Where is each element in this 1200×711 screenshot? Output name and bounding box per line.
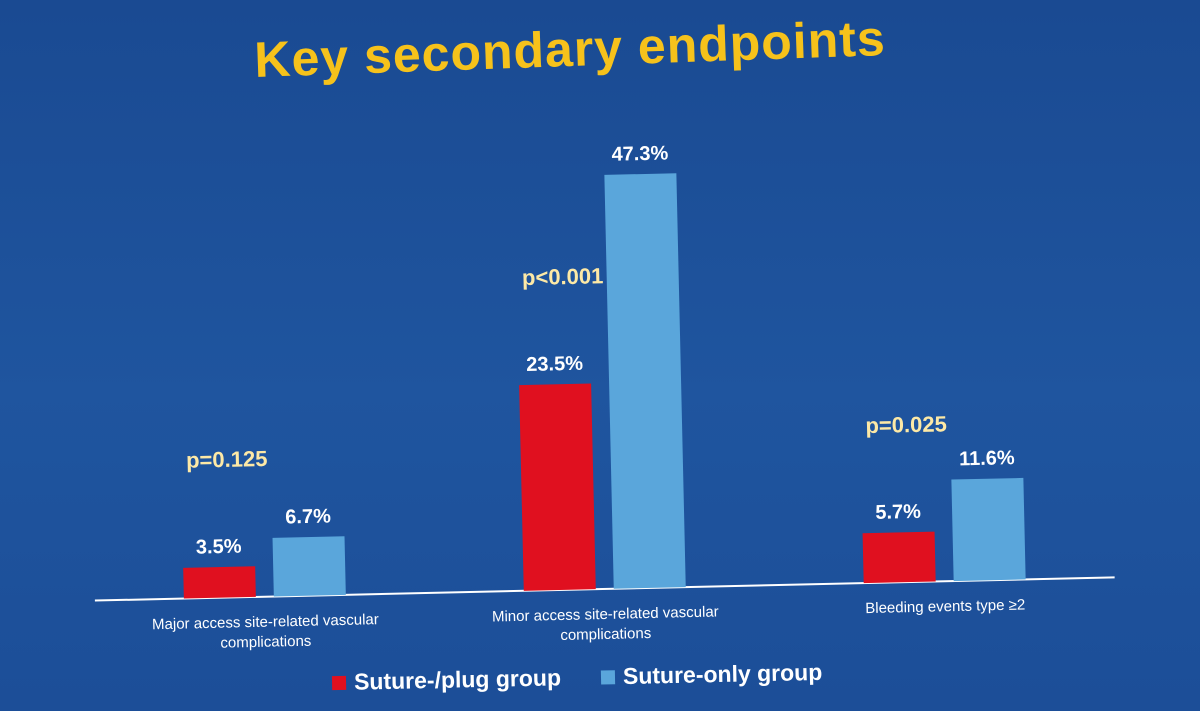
category-label-1-line-2: complications bbox=[220, 633, 311, 652]
x-axis-line bbox=[94, 576, 1115, 602]
p-value-3: p=0.025 bbox=[865, 411, 947, 438]
bar-suture-only-3 bbox=[951, 477, 1026, 582]
category-label-1-line-1: Major access site-related vascular bbox=[152, 611, 379, 633]
legend-label-suture-plug: Suture-/plug group bbox=[353, 664, 562, 695]
data-label-suture-only-1: 6.7% bbox=[285, 506, 331, 529]
legend-swatch-suture-plug bbox=[331, 675, 347, 690]
legend-item-suture-only: Suture-only group bbox=[600, 658, 823, 691]
p-value-1: p=0.125 bbox=[186, 446, 268, 473]
bar-suture-only-2 bbox=[604, 173, 686, 589]
data-label-suture-plug-1: 3.5% bbox=[196, 536, 242, 559]
category-label-2-line-1: Minor access site-related vascular bbox=[492, 603, 719, 625]
data-label-suture-plug-3: 5.7% bbox=[875, 501, 921, 524]
legend-label-suture-only: Suture-only group bbox=[622, 658, 823, 690]
data-label-suture-only-3: 11.6% bbox=[959, 447, 1015, 470]
legend-swatch-suture-only bbox=[600, 669, 616, 684]
bar-suture-plug-2 bbox=[519, 383, 596, 591]
bar-suture-only-1 bbox=[272, 536, 346, 597]
category-label-3-line-1: Bleeding events type ≥2 bbox=[865, 596, 1025, 617]
legend-item-suture-plug: Suture-/plug group bbox=[331, 664, 562, 696]
bar-suture-plug-3 bbox=[862, 531, 936, 584]
data-label-suture-only-2: 47.3% bbox=[611, 142, 668, 165]
category-label-2-line-2: complications bbox=[560, 625, 651, 644]
data-label-suture-plug-2: 23.5% bbox=[526, 353, 583, 376]
bar-suture-plug-1 bbox=[183, 566, 256, 599]
p-value-2: p<0.001 bbox=[522, 263, 604, 290]
